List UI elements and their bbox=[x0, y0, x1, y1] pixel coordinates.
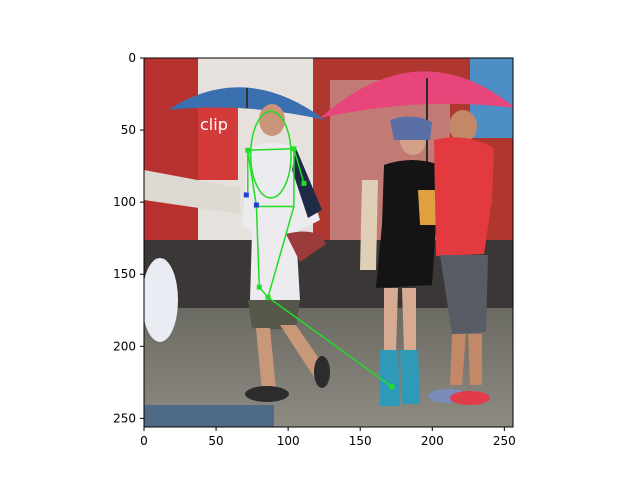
x-axis: 0 50 100 150 200 250 bbox=[140, 427, 516, 448]
photo: clip bbox=[144, 58, 513, 427]
x-tick-label: 0 bbox=[140, 434, 148, 448]
skeleton-joint bbox=[256, 284, 262, 290]
x-tick-label: 200 bbox=[421, 434, 444, 448]
y-tick-label: 0 bbox=[128, 51, 136, 65]
skeleton-joint bbox=[291, 146, 297, 152]
y-tick-label: 200 bbox=[113, 339, 136, 353]
right-umbrella bbox=[320, 71, 513, 118]
skeleton-limb bbox=[293, 148, 305, 184]
x-tick-label: 100 bbox=[277, 434, 300, 448]
skeleton-joint bbox=[245, 147, 251, 153]
skeleton-joint bbox=[389, 384, 395, 390]
skeleton-joint bbox=[265, 294, 271, 300]
skeleton-limb bbox=[267, 206, 295, 298]
store-sign-text: clip bbox=[200, 115, 228, 134]
y-tick-label: 100 bbox=[113, 195, 136, 209]
skeleton-joint-alt bbox=[243, 192, 249, 198]
skeleton-joint-alt bbox=[253, 202, 259, 208]
y-tick-label: 150 bbox=[113, 267, 136, 281]
axes-frame bbox=[143, 57, 514, 428]
x-tick-label: 50 bbox=[208, 434, 223, 448]
skeleton-head bbox=[249, 110, 292, 199]
y-tick-label: 50 bbox=[121, 123, 136, 137]
skeleton-limb bbox=[255, 206, 261, 288]
skeleton-joint bbox=[301, 180, 307, 186]
skeleton-limb bbox=[247, 148, 294, 151]
y-tick-label: 250 bbox=[113, 411, 136, 425]
skeleton-limb bbox=[267, 296, 393, 388]
skeleton-limb bbox=[247, 150, 258, 207]
y-axis: 0 50 100 150 200 250 bbox=[113, 51, 144, 425]
x-tick-label: 150 bbox=[349, 434, 372, 448]
x-tick-label: 250 bbox=[493, 434, 516, 448]
pose-overlay bbox=[243, 110, 395, 390]
